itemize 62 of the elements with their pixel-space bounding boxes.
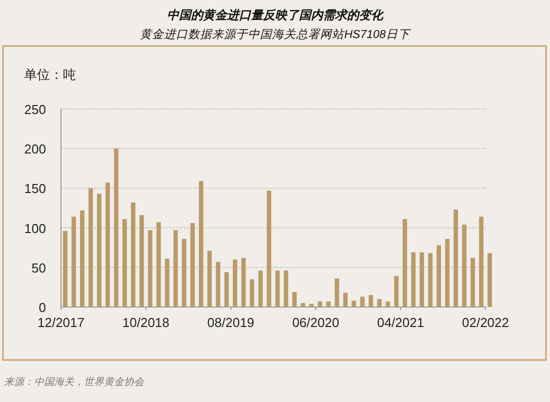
bar [139, 215, 144, 307]
bar [352, 300, 356, 307]
bar [454, 210, 458, 307]
bar [488, 253, 492, 307]
bar [402, 219, 408, 307]
x-tick-label: 10/2018 [122, 315, 170, 330]
y-tick-label: 150 [24, 181, 46, 196]
bar [241, 258, 246, 307]
bar [266, 190, 272, 307]
bar [156, 222, 161, 307]
chart-subtitle: 黄金进口数据来源于中国海关总署网站HS7108日下 [140, 28, 412, 41]
bar [377, 299, 382, 307]
bar [343, 292, 348, 307]
bar [207, 250, 212, 307]
chart-title: 中国的黄金进口量反映了国内需求的变化 [167, 8, 385, 22]
bar [360, 296, 365, 307]
bar [148, 230, 152, 307]
x-tick-label: 12/2017 [38, 315, 84, 330]
bar [216, 262, 220, 307]
bar [80, 210, 84, 307]
bar [420, 252, 424, 307]
y-tick-label: 200 [24, 142, 46, 157]
bar [130, 202, 136, 307]
bar [164, 258, 170, 307]
bar [97, 194, 102, 307]
bar [428, 253, 433, 307]
bar [326, 301, 331, 307]
bar [275, 270, 280, 307]
bar [88, 188, 93, 307]
y-tick-label: 50 [32, 260, 46, 276]
bar [334, 278, 340, 307]
bar [63, 230, 68, 307]
bar [105, 182, 110, 307]
bar [198, 181, 204, 307]
bar [72, 216, 76, 307]
bar [232, 259, 238, 307]
bar [479, 216, 484, 307]
bar [462, 224, 466, 307]
x-tick-label: 04/2021 [377, 315, 424, 330]
x-tick-label: 08/2019 [207, 315, 254, 330]
bar [411, 252, 416, 307]
x-tick-label: 06/2020 [292, 315, 340, 330]
bar [470, 258, 475, 307]
bar [224, 272, 229, 307]
bar [445, 238, 450, 307]
y-tick-label: 100 [24, 220, 46, 236]
bar [122, 219, 127, 307]
x-tick-label: 02/2022 [462, 315, 510, 330]
bar [436, 245, 442, 307]
bar [258, 270, 263, 307]
y-tick-label: 250 [24, 102, 46, 117]
bar [114, 148, 118, 307]
y-axis-title: 单位：吨 [24, 67, 76, 82]
source-note: 来源：中国海关，世界黄金协会 [4, 376, 145, 388]
y-tick-label: 0 [38, 300, 46, 315]
bar [182, 238, 186, 307]
bar [173, 230, 178, 307]
bar [394, 276, 399, 307]
bar [368, 295, 374, 307]
bar [386, 301, 390, 307]
bar [190, 223, 195, 307]
bar [284, 270, 288, 307]
